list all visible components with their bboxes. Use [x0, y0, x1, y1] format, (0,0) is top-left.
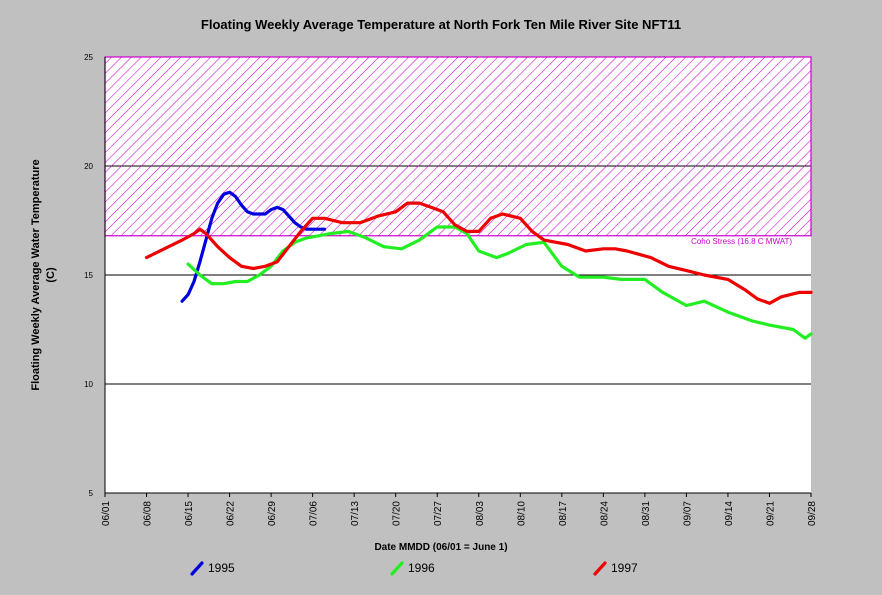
x-tick-label: 09/14 [724, 501, 735, 526]
y-tick-labels: 5 10 15 20 25 [84, 53, 93, 498]
y-tick-label: 10 [84, 380, 93, 389]
x-axis-label: Date MMDD (06/01 = June 1) [374, 542, 508, 553]
x-tick-label: 06/15 [184, 501, 195, 526]
legend-swatch [190, 561, 204, 576]
coho-stress-band [104, 56, 812, 237]
y-tick-label: 20 [84, 162, 93, 171]
coho-stress-label: Coho Stress (16.8 C MWAT) [691, 237, 792, 246]
y-tick-label: 25 [84, 53, 93, 62]
x-tick-label: 06/08 [143, 501, 154, 526]
x-tick-labels: 06/01 06/08 06/15 06/22 06/29 07/06 07/13 07/20… [101, 493, 818, 526]
x-tick-label: 06/01 [101, 501, 112, 526]
x-tick-label: 07/27 [433, 501, 444, 526]
y-tick-label: 5 [89, 489, 94, 498]
legend-label: 1995 [208, 561, 235, 575]
x-tick-label: 08/10 [516, 501, 527, 526]
x-tick-label: 08/24 [599, 501, 610, 526]
x-tick-label: 09/28 [807, 501, 818, 526]
y-axis-label: Floating Weekly Average Water Temperatur… [30, 159, 57, 391]
x-tick-label: 06/29 [267, 501, 278, 526]
x-tick-label: 09/07 [682, 501, 693, 526]
chart-title: Floating Weekly Average Temperature at N… [200, 17, 682, 32]
series-line-1997 [144, 201, 813, 305]
x-tick-label: 09/21 [765, 501, 776, 526]
x-tick-label: 07/13 [350, 501, 361, 526]
series-lines [144, 190, 813, 340]
x-tick-label: 06/22 [226, 501, 237, 526]
y-tick-label: 15 [84, 271, 93, 280]
x-tick-label: 08/17 [558, 501, 569, 526]
legend-label: 1996 [408, 561, 435, 575]
series-line-1995 [180, 190, 327, 303]
x-tick-label: 08/31 [641, 501, 652, 526]
legend-label: 1997 [611, 561, 638, 575]
x-tick-label: 07/06 [309, 501, 320, 526]
series-line-1996 [186, 225, 813, 340]
x-tick-label: 07/20 [392, 501, 403, 526]
legend-swatch [390, 561, 404, 576]
x-tick-label: 08/03 [475, 501, 486, 526]
legend-swatch [593, 561, 607, 576]
